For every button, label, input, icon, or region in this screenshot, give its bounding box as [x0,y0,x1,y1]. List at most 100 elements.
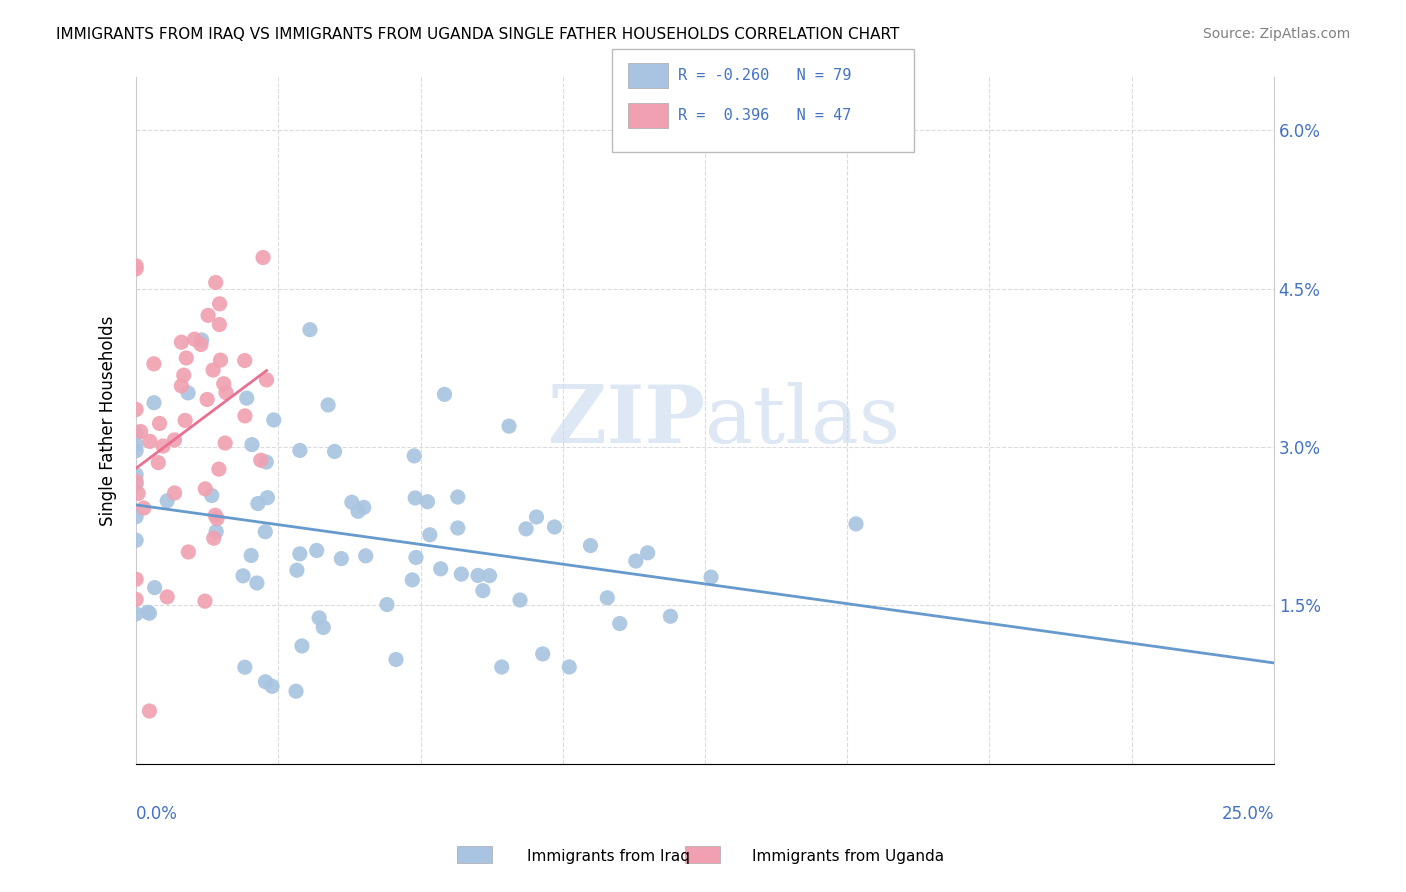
Point [254,524,277,539]
Point [531,647,554,661]
Text: Immigrants from Uganda: Immigrants from Uganda [752,849,945,863]
Point [197,309,219,323]
Point [340,495,363,509]
Point [201,489,224,503]
Point [209,353,232,368]
Point [208,318,231,332]
Point [249,453,271,467]
Point [354,549,377,563]
Point [156,590,179,604]
Point [125,572,148,586]
Point [190,337,212,351]
Point [156,493,179,508]
Point [125,592,148,607]
Point [163,433,186,447]
Text: 0.0%: 0.0% [136,805,179,823]
Point [429,562,451,576]
Point [447,521,470,535]
Point [205,524,228,539]
Point [125,607,148,621]
Point [125,437,148,451]
Point [142,357,165,371]
Point [308,611,330,625]
Text: ZIP: ZIP [548,382,704,459]
Point [190,333,212,347]
Point [515,522,537,536]
Point [256,373,278,387]
Point [498,419,520,434]
Point [125,259,148,273]
Text: atlas: atlas [704,382,900,459]
Text: R =  0.396   N = 47: R = 0.396 N = 47 [678,109,851,123]
Point [163,486,186,500]
Point [232,569,254,583]
Point [401,573,423,587]
Point [416,494,439,508]
Point [262,679,284,693]
Point [204,276,226,290]
Point [194,482,217,496]
Point [447,490,470,504]
Text: IMMIGRANTS FROM IRAQ VS IMMIGRANTS FROM UGANDA SINGLE FATHER HOUSEHOLDS CORRELAT: IMMIGRANTS FROM IRAQ VS IMMIGRANTS FROM … [56,27,900,42]
Point [471,583,494,598]
Point [148,456,170,470]
Text: Source: ZipAtlas.com: Source: ZipAtlas.com [1202,27,1350,41]
Point [125,425,148,440]
Point [170,335,193,350]
Point [139,434,162,449]
Point [174,351,197,365]
Point [143,581,166,595]
Point [433,387,456,401]
Point [256,491,278,505]
Point [125,467,148,482]
Point [173,368,195,383]
Point [526,510,548,524]
Text: Immigrants from Iraq: Immigrants from Iraq [527,849,690,863]
Text: R = -0.260   N = 79: R = -0.260 N = 79 [678,69,851,83]
Point [177,385,200,400]
Point [246,576,269,591]
Point [291,639,314,653]
Point [288,443,311,458]
Point [478,568,501,582]
Point [125,402,148,417]
Point [138,607,160,621]
Point [125,509,148,524]
Point [404,449,426,463]
Point [637,546,659,560]
Point [845,516,868,531]
Point [353,500,375,515]
Point [624,554,647,568]
Point [205,511,228,525]
Point [174,413,197,427]
Point [330,551,353,566]
Point [177,545,200,559]
Point [152,439,174,453]
Point [254,674,277,689]
Point [127,486,149,500]
Point [312,620,335,634]
Point [659,609,682,624]
Point [285,684,308,698]
Point [215,385,238,400]
Point [138,704,160,718]
Point [233,660,256,674]
Point [298,323,321,337]
Point [596,591,619,605]
Point [125,261,148,276]
Point [183,332,205,346]
Point [543,520,565,534]
Point [204,508,226,523]
Point [125,426,148,441]
Point [143,395,166,409]
Point [347,504,370,518]
Point [125,477,148,491]
Point [214,436,236,450]
Point [579,539,602,553]
Point [170,379,193,393]
Point [254,455,277,469]
Point [235,391,257,405]
Point [509,593,531,607]
Point [316,398,339,412]
Point [233,353,256,368]
